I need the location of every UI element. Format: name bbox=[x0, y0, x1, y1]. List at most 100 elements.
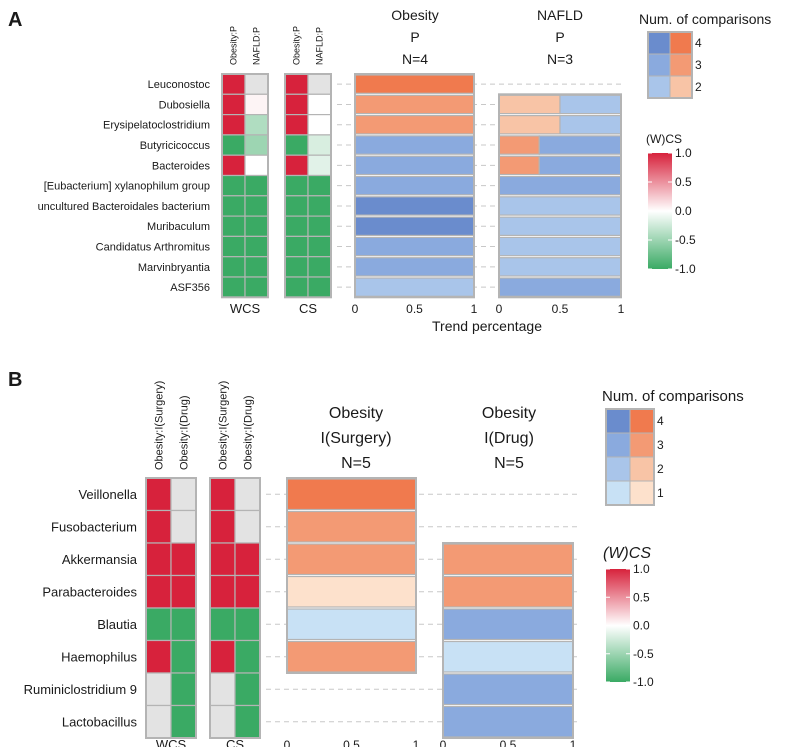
colorbar-tick-label: 1.0 bbox=[633, 562, 650, 576]
heatmap-cell bbox=[209, 477, 236, 512]
trend-bar-segment bbox=[354, 196, 475, 216]
heatmap-cell bbox=[221, 174, 246, 197]
legend-up-swatch bbox=[629, 456, 655, 482]
heatmap-cell bbox=[170, 639, 197, 674]
legend-up-swatch bbox=[629, 480, 655, 506]
trend-bar-segment bbox=[354, 236, 475, 257]
legend-score-title: (W)CS bbox=[646, 132, 682, 146]
heatmap-cell bbox=[234, 672, 261, 707]
heatmap-cell bbox=[284, 93, 309, 116]
trend-bar-segment bbox=[354, 216, 475, 237]
trend-bar-segment bbox=[354, 155, 475, 176]
bar-panel-title-line: P bbox=[555, 29, 564, 45]
heatmap-cell bbox=[221, 154, 246, 177]
heatmap-column-label: Obesity:P bbox=[292, 26, 302, 65]
bar-panel-2: NAFLD P N=3 0 0.5 1 bbox=[496, 7, 625, 316]
x-tick-label: 0 bbox=[496, 302, 503, 316]
taxon-label: uncultured Bacteroidales bacterium bbox=[38, 201, 210, 213]
panel-label: A bbox=[8, 9, 22, 31]
heatmap-cell bbox=[234, 509, 261, 544]
heatmap-cell bbox=[234, 477, 261, 512]
legend-up-swatch bbox=[669, 31, 693, 55]
heatmap-cell bbox=[234, 704, 261, 739]
heatmap-frame bbox=[284, 73, 332, 299]
colorbar-tick-label: 0.0 bbox=[675, 204, 692, 218]
trend-bar-segment bbox=[354, 114, 475, 135]
trend-bar-segment bbox=[286, 510, 417, 543]
taxon-label: Candidatus Arthromitus bbox=[96, 242, 211, 254]
taxon-label: Haemophilus bbox=[61, 649, 137, 664]
trend-bar-segment bbox=[498, 257, 622, 277]
bar-panel-title-line: N=5 bbox=[341, 455, 371, 472]
bar-panel-title-line: N=4 bbox=[402, 51, 428, 67]
taxon-label: [Eubacterium] xylanophilum group bbox=[44, 181, 210, 193]
legend-level-label: 1 bbox=[657, 486, 664, 500]
trend-bar-segment bbox=[498, 175, 622, 196]
taxon-label: Butyricicoccus bbox=[140, 140, 211, 152]
bar-panel-title-line: N=5 bbox=[494, 455, 524, 472]
trend-bar-frame bbox=[286, 477, 417, 674]
heatmap-cell bbox=[145, 607, 172, 642]
bar-panel-title-line: Obesity bbox=[391, 7, 438, 23]
trend-bar-segment bbox=[354, 74, 475, 94]
heatmap-cell bbox=[284, 134, 309, 156]
heatmap-column-label: Obesity:P bbox=[229, 26, 239, 65]
heatmap-cell bbox=[244, 215, 269, 238]
heatmap-cell bbox=[209, 542, 236, 577]
heatmap-column-label: NAFLD:P bbox=[315, 27, 325, 65]
heatmap-cell bbox=[284, 195, 309, 217]
taxon-label: Ruminiclostridium 9 bbox=[24, 682, 137, 697]
x-axis-label: Trend percentage bbox=[432, 318, 542, 334]
heatmap-cell bbox=[307, 113, 332, 136]
bar-panel-title-line: NAFLD bbox=[537, 7, 583, 23]
heatmap-cell bbox=[234, 607, 261, 642]
trend-bar-segment bbox=[498, 236, 622, 257]
heatmap-cell bbox=[244, 276, 269, 298]
trend-bar-frame bbox=[442, 542, 574, 739]
heatmap-cell bbox=[145, 574, 172, 609]
heatmap-name-label: CS bbox=[299, 301, 317, 316]
heatmap-cell bbox=[244, 174, 269, 197]
trend-bar-segment bbox=[498, 277, 622, 297]
x-tick-label: 1 bbox=[413, 738, 420, 747]
heatmap-cell bbox=[307, 134, 332, 156]
heatmap-cell bbox=[221, 195, 246, 217]
panel-A: A Leuconostoc Dubosiella Erysipelatoclostri… bbox=[8, 7, 771, 334]
x-tick-label: 1 bbox=[570, 738, 577, 747]
heatmap-cell bbox=[209, 607, 236, 642]
taxon-label: Parabacteroides bbox=[42, 584, 137, 599]
heatmap-cell bbox=[209, 704, 236, 739]
trend-bar-segment bbox=[354, 94, 475, 115]
taxon-label: Veillonella bbox=[78, 487, 137, 502]
trend-bar-segment bbox=[498, 196, 622, 216]
legend-down-swatch bbox=[605, 408, 631, 434]
legend-comparisons-frame bbox=[647, 31, 693, 99]
legend-up-swatch bbox=[629, 432, 655, 458]
heatmap-cell bbox=[209, 639, 236, 674]
heatmap-cell bbox=[244, 235, 269, 258]
bar-panel-title-line: Obesity bbox=[329, 405, 383, 422]
x-tick-label: 0 bbox=[440, 738, 447, 747]
heatmap-column-label: Obesity:I(Surgery) bbox=[217, 381, 229, 470]
x-tick-label: 0 bbox=[284, 738, 291, 747]
colorbar-tick-label: 0.5 bbox=[633, 590, 650, 604]
heatmap-cell bbox=[307, 73, 332, 95]
x-tick-label: 0.5 bbox=[500, 738, 517, 747]
heatmap-cell bbox=[170, 477, 197, 512]
heatmap-cell bbox=[284, 215, 309, 238]
legend-down-swatch bbox=[647, 53, 671, 77]
trend-bar-segment bbox=[286, 608, 417, 641]
heatmap-cell bbox=[145, 639, 172, 674]
legend-up-swatch bbox=[629, 408, 655, 434]
trend-bar-segment bbox=[354, 175, 475, 196]
taxon-label: Bacteroides bbox=[152, 160, 211, 172]
heatmap-column-label: Obesity:I(Drug) bbox=[178, 395, 190, 470]
legend-score: (W)CS1.0 0.5 0.0 -0.5 -1.0 bbox=[603, 545, 654, 689]
bar-panel-2: Obesity I(Drug) N=5 0 0.5 1 bbox=[440, 405, 577, 747]
heatmap-cell bbox=[244, 195, 269, 217]
trend-bar-segment bbox=[498, 155, 540, 176]
bar-panel-1: Obesity P N=4 0 0.5 1 bbox=[352, 7, 478, 316]
heatmap-cell bbox=[221, 93, 246, 116]
heatmap-cell bbox=[244, 256, 269, 278]
heatmap-cell bbox=[170, 607, 197, 642]
